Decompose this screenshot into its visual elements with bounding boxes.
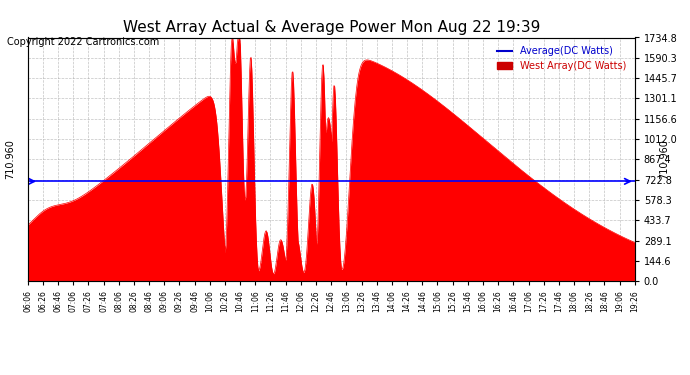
Y-axis label: 710.960: 710.960 [6, 140, 15, 179]
Text: Copyright 2022 Cartronics.com: Copyright 2022 Cartronics.com [7, 37, 159, 47]
Legend: Average(DC Watts), West Array(DC Watts): Average(DC Watts), West Array(DC Watts) [493, 42, 630, 75]
Y-axis label: 710.960: 710.960 [659, 140, 669, 179]
Title: West Array Actual & Average Power Mon Aug 22 19:39: West Array Actual & Average Power Mon Au… [123, 20, 540, 35]
